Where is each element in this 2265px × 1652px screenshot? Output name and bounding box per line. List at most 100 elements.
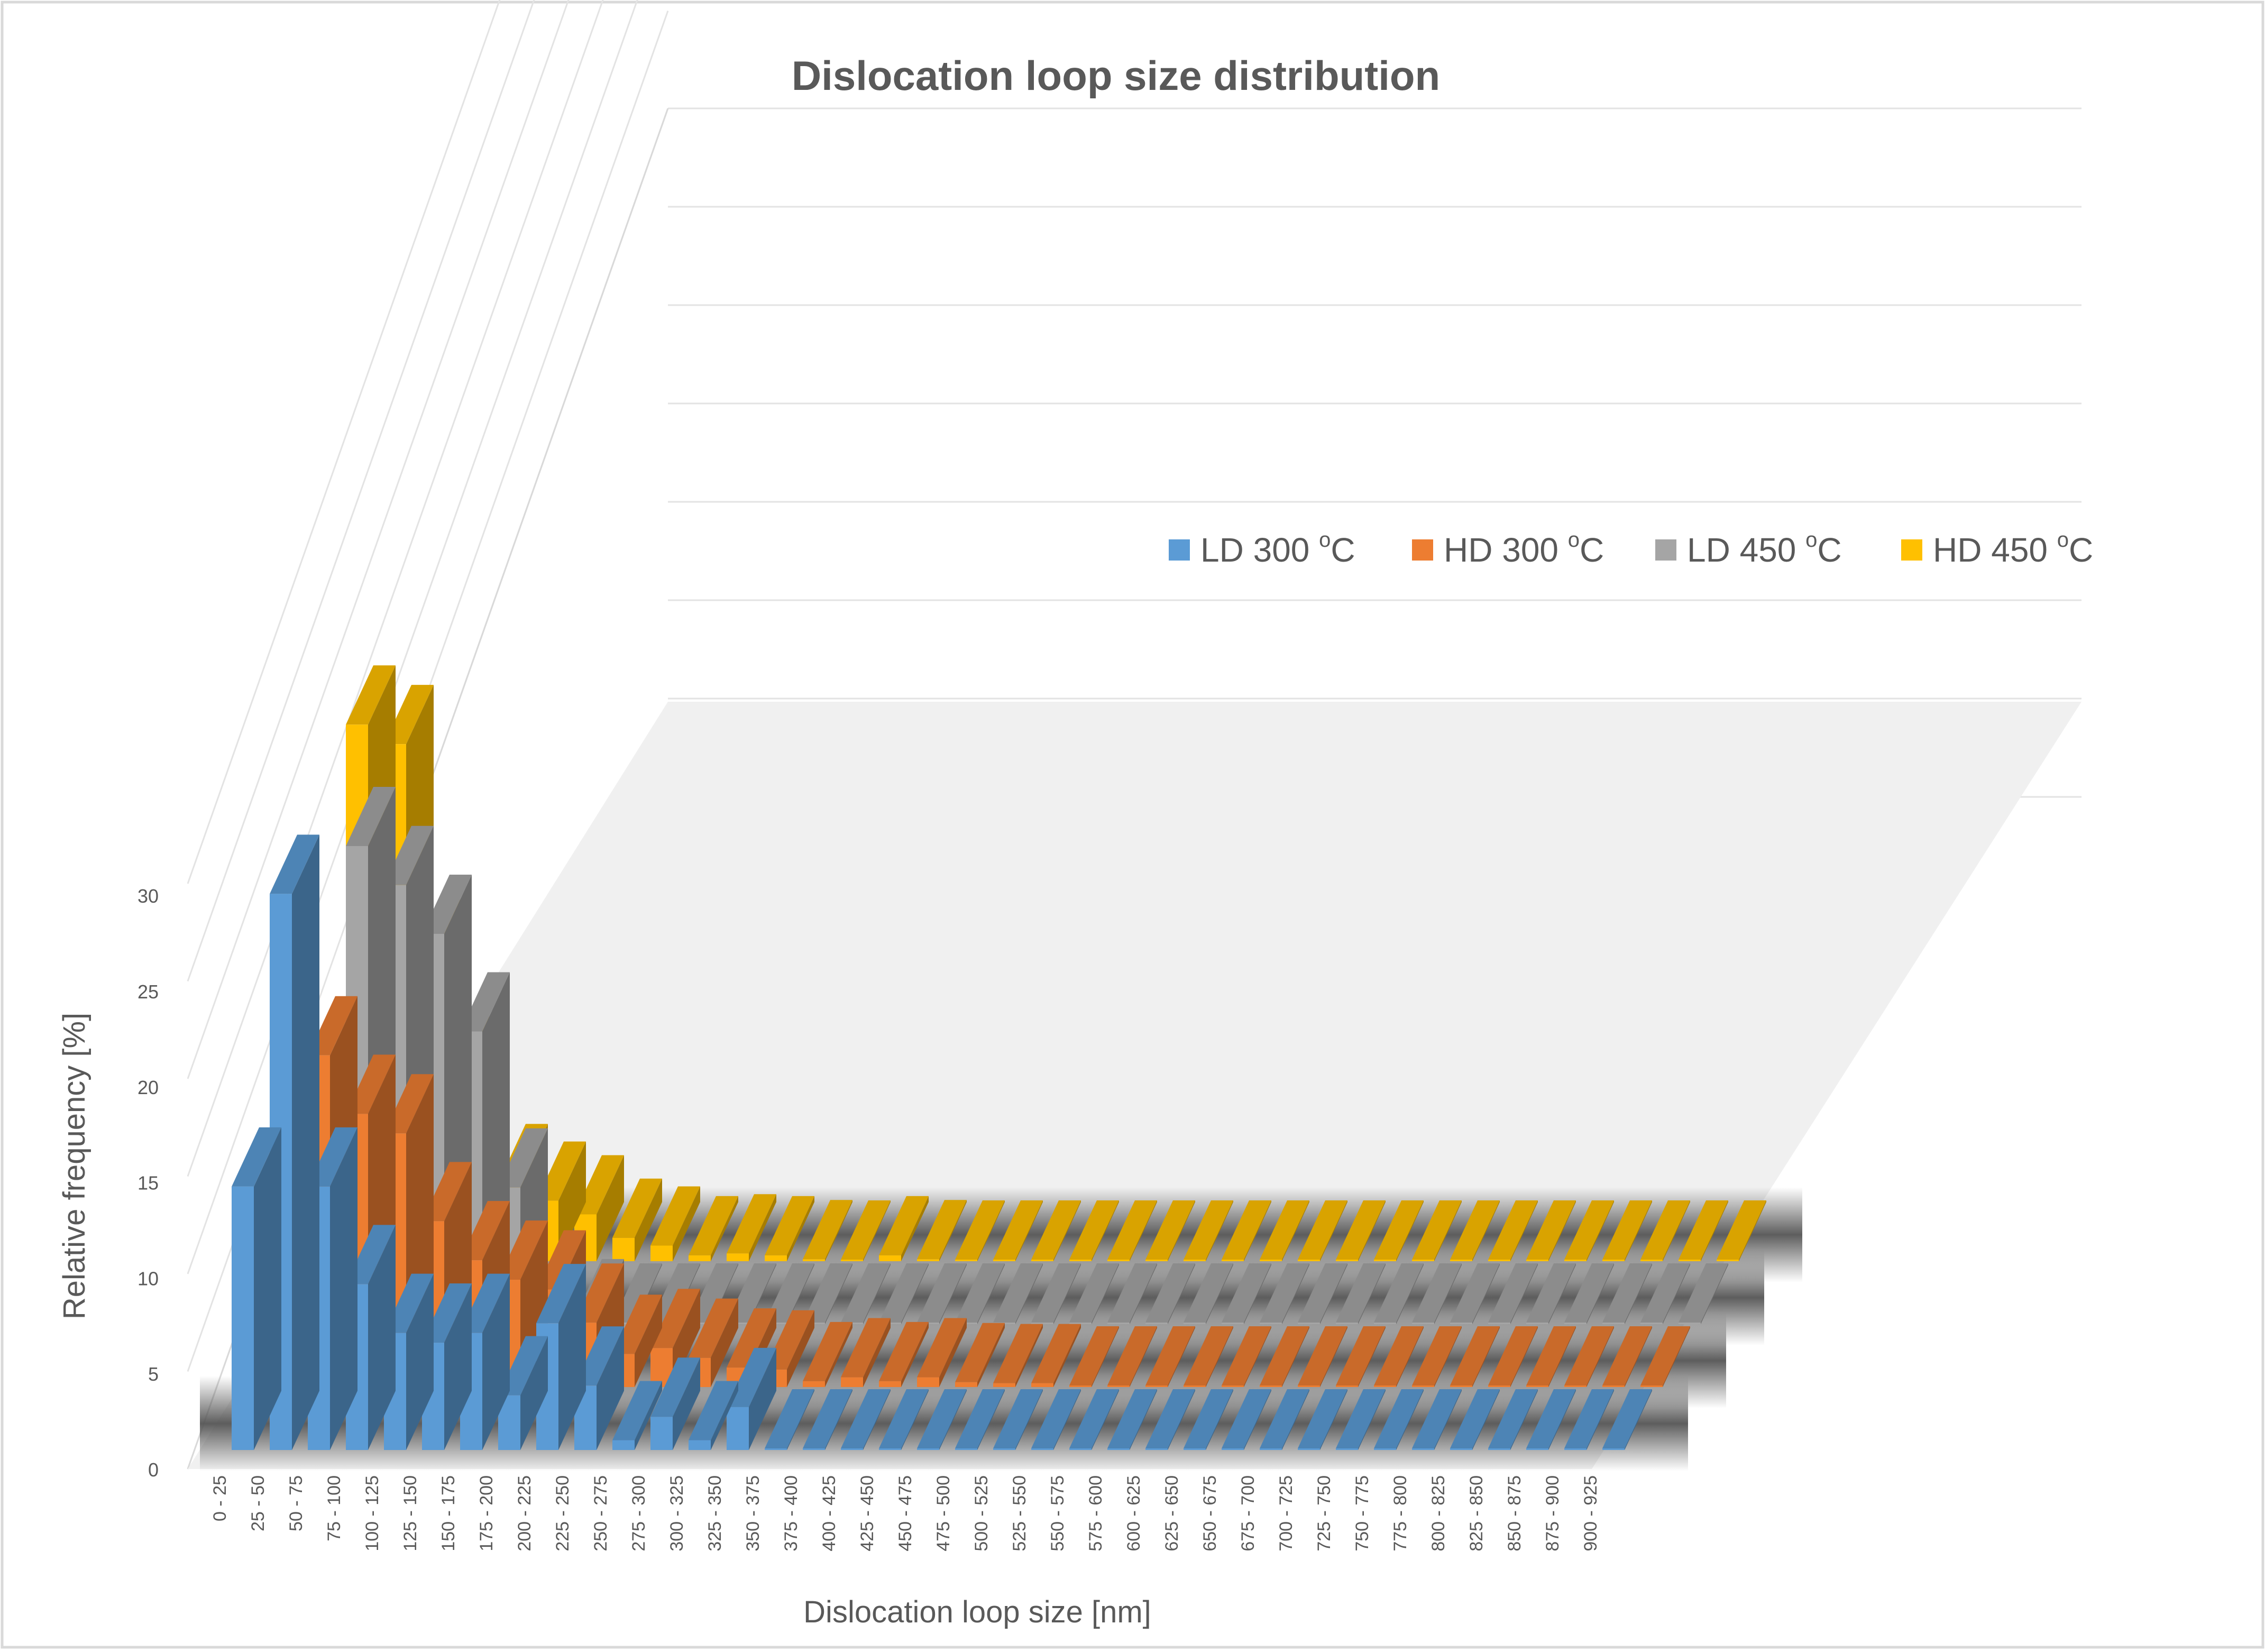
bar-ld-300-36 <box>1564 1389 1614 1450</box>
bar-ld-300-3 <box>308 1127 357 1450</box>
bar-ld-300-29 <box>1298 1389 1347 1450</box>
x-tick-label: 725 - 750 <box>1314 1475 1334 1552</box>
bar-ld-450-21 <box>1069 1263 1119 1324</box>
bar-ld-300-20 <box>955 1389 1005 1450</box>
bar-ld-300-14 <box>727 1347 776 1450</box>
x-tick-label: 50 - 75 <box>286 1475 306 1531</box>
legend-item-4: HD 450 oC <box>1901 528 2093 569</box>
bar-ld-450-24 <box>1184 1263 1233 1324</box>
bar-ld-300-13 <box>689 1381 738 1450</box>
x-tick-label: 400 - 425 <box>819 1475 839 1552</box>
y-tick-label: 10 <box>137 1268 159 1289</box>
legend-swatch <box>1169 539 1190 561</box>
bar-hd-450-36 <box>1679 1200 1728 1261</box>
bar-ld-300-30 <box>1336 1389 1386 1450</box>
bar-hd-450-32 <box>1526 1200 1576 1261</box>
bar-hd-450-35 <box>1640 1200 1690 1261</box>
x-tick-label: 775 - 800 <box>1390 1475 1410 1552</box>
legend-swatch <box>1655 539 1676 561</box>
bar-hd-450-26 <box>1298 1200 1347 1261</box>
bar-hd-300-34 <box>1526 1326 1576 1387</box>
bar-hd-450-16 <box>917 1200 967 1261</box>
bar-ld-300-23 <box>1069 1389 1119 1450</box>
bar-ld-300-12 <box>650 1357 700 1450</box>
side-wall-gridline <box>187 0 638 1274</box>
x-tick-label: 125 - 150 <box>400 1475 420 1552</box>
bar-hd-450-27 <box>1336 1200 1386 1261</box>
bar-ld-450-31 <box>1450 1263 1500 1324</box>
bar-hd-450-24 <box>1222 1200 1271 1261</box>
bar-ld-300-34 <box>1488 1389 1538 1450</box>
bar-hd-450-25 <box>1260 1200 1309 1261</box>
bar-ld-300-1 <box>232 1127 281 1450</box>
x-tick-label: 700 - 725 <box>1276 1475 1296 1552</box>
bar-hd-300-24 <box>1145 1326 1195 1387</box>
bar-hd-300-20 <box>993 1324 1043 1387</box>
bar-ld-450-36 <box>1640 1263 1690 1324</box>
bar-hd-300-26 <box>1222 1326 1271 1387</box>
bar-hd-450-14 <box>841 1200 891 1261</box>
bar-hd-450-13 <box>803 1200 852 1261</box>
bar-ld-300-25 <box>1145 1389 1195 1450</box>
bar-ld-300-35 <box>1526 1389 1576 1450</box>
bar-ld-450-26 <box>1260 1263 1309 1324</box>
bar-hd-300-21 <box>1031 1324 1081 1387</box>
bar-ld-300-16 <box>803 1389 852 1450</box>
bar-hd-450-22 <box>1145 1200 1195 1261</box>
bar-hd-450-34 <box>1602 1200 1652 1261</box>
bar-ld-450-37 <box>1679 1263 1728 1324</box>
bar-ld-450-32 <box>1488 1263 1538 1324</box>
bar-hd-450-8 <box>612 1178 662 1261</box>
x-tick-label: 750 - 775 <box>1352 1475 1372 1552</box>
bar-hd-300-27 <box>1260 1326 1309 1387</box>
bar-ld-300-32 <box>1412 1389 1462 1450</box>
bar-ld-300-27 <box>1222 1389 1271 1450</box>
bar-hd-300-15 <box>803 1321 852 1387</box>
bar-ld-300-22 <box>1031 1389 1081 1450</box>
bar-hd-450-29 <box>1412 1200 1462 1261</box>
x-tick-label: 0 - 25 <box>210 1475 230 1521</box>
bar-hd-450-17 <box>955 1200 1005 1261</box>
x-tick-label: 75 - 100 <box>324 1475 344 1541</box>
x-tick-label: 175 - 200 <box>476 1475 497 1552</box>
x-tick-label: 825 - 850 <box>1466 1475 1487 1552</box>
x-tick-label: 600 - 625 <box>1124 1475 1144 1552</box>
bar-hd-450-15 <box>879 1196 929 1261</box>
side-wall-gridline <box>187 0 604 1177</box>
y-tick-label: 30 <box>137 885 159 907</box>
bar-ld-300-11 <box>612 1381 662 1450</box>
bar-hd-450-10 <box>689 1196 738 1261</box>
bar-hd-300-17 <box>879 1321 929 1387</box>
side-wall-gridline <box>187 0 535 981</box>
bar-hd-300-18 <box>917 1318 967 1387</box>
y-tick-label: 0 <box>148 1459 159 1481</box>
bar-hd-450-18 <box>993 1200 1043 1261</box>
bar-hd-450-12 <box>765 1196 814 1261</box>
bar-hd-300-19 <box>955 1323 1005 1387</box>
x-tick-label: 425 - 450 <box>857 1475 877 1552</box>
bar-hd-300-35 <box>1564 1326 1614 1387</box>
y-tick-label: 25 <box>137 981 159 1003</box>
bar-hd-300-29 <box>1336 1326 1386 1387</box>
bar-hd-300-36 <box>1602 1326 1652 1387</box>
bar-ld-300-18 <box>879 1389 929 1450</box>
legend-swatch <box>1412 539 1433 561</box>
x-tick-label: 575 - 600 <box>1086 1475 1106 1552</box>
bar-ld-300-37 <box>1602 1389 1652 1450</box>
bar-ld-300-26 <box>1184 1389 1233 1450</box>
bar-hd-300-16 <box>841 1318 891 1387</box>
bar-ld-300-31 <box>1374 1389 1424 1450</box>
legend: LD 300 oC HD 300 oC LD 450 oC HD 450 oC <box>1169 528 2093 569</box>
side-wall-gridline <box>187 0 501 884</box>
x-tick-label: 525 - 550 <box>1010 1475 1030 1552</box>
bar-ld-450-34 <box>1564 1263 1614 1324</box>
bar-ld-300-17 <box>841 1389 891 1450</box>
x-tick-label: 450 - 475 <box>895 1475 915 1552</box>
bar-ld-300-19 <box>917 1389 967 1450</box>
bar-hd-300-30 <box>1374 1326 1424 1387</box>
y-tick-label: 5 <box>148 1363 159 1385</box>
x-tick-label: 900 - 925 <box>1581 1475 1601 1552</box>
bar-hd-300-33 <box>1488 1326 1538 1387</box>
